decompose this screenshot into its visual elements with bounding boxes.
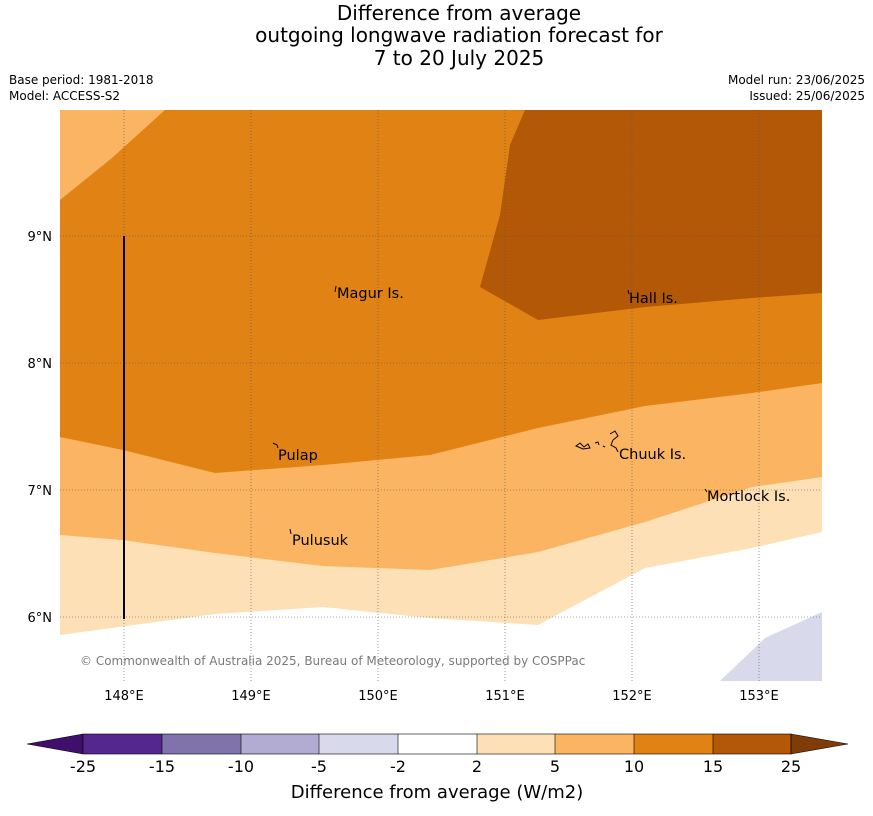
lon-tick-151: 151°E <box>485 689 525 704</box>
colorbar-tick-10: 25 <box>781 757 801 776</box>
lat-tick-7: 7°N <box>28 484 53 499</box>
colorbar-segment-6 <box>477 734 555 754</box>
colorbar-segment-5 <box>398 734 477 754</box>
lon-tick-150: 150°E <box>358 689 398 704</box>
colorbar-segment-8 <box>634 734 713 754</box>
place-label-hall: Hall Is. <box>629 291 678 307</box>
hall-island-shape <box>627 289 630 295</box>
place-label-pulap: Pulap <box>278 448 318 464</box>
chuuk-island-shape-4 <box>609 430 619 453</box>
pulap-island-shape <box>272 442 279 449</box>
lat-tick-8: 8°N <box>28 357 53 372</box>
colorbar-segment-9 <box>713 734 791 754</box>
colorbar-outline <box>82 733 792 755</box>
colorbar-tick-9: 15 <box>703 757 723 776</box>
colorbar-segment-2 <box>162 734 241 754</box>
colorbar-segment-3 <box>241 734 319 754</box>
lat-tick-9: 9°N <box>28 230 53 245</box>
colorbar-tick-2: -15 <box>149 757 175 776</box>
model-text: Model: ACCESS-S2 <box>9 89 121 103</box>
meta-left: Base period: 1981-2018 Model: ACCESS-S2 <box>9 72 154 104</box>
colorbar-extend-low <box>26 733 84 755</box>
colorbar-segment-4 <box>319 734 398 754</box>
colorbar-tick-6: 2 <box>472 757 482 776</box>
lon-tick-148: 148°E <box>104 689 144 704</box>
colorbar-tick-3: -10 <box>228 757 254 776</box>
place-label-chuuk: Chuuk Is. <box>619 447 686 463</box>
map-area: Magur Is. Hall Is. Pulap Chuuk Is. Mortl… <box>60 110 822 681</box>
base-period-text: Base period: 1981-2018 <box>9 73 154 87</box>
issued-text: Issued: 25/06/2025 <box>749 89 865 103</box>
place-label-mortlock: Mortlock Is. <box>707 489 790 505</box>
lat-tick-6: 6°N <box>28 611 53 626</box>
lon-tick-153: 153°E <box>739 689 779 704</box>
meta-right: Model run: 23/06/2025 Issued: 25/06/2025 <box>728 72 865 104</box>
colorbar-tick-7: 5 <box>550 757 560 776</box>
chuuk-island-shape-2 <box>594 441 600 446</box>
island-outlines <box>272 285 708 535</box>
colorbar-tick-4: -5 <box>311 757 327 776</box>
place-label-magur: Magur Is. <box>337 286 404 302</box>
chuuk-island-shape-1 <box>575 442 591 450</box>
colorbar-tick-8: 10 <box>624 757 644 776</box>
model-run-text: Model run: 23/06/2025 <box>727 73 865 87</box>
magur-island-shape <box>334 285 337 293</box>
lon-tick-149: 149°E <box>231 689 271 704</box>
copyright-text: © Commonwealth of Australia 2025, Bureau… <box>80 654 585 668</box>
band-15-to-25 <box>480 110 822 320</box>
colorbar-label: Difference from average (W/m2) <box>291 782 583 803</box>
place-label-pulusuk: Pulusuk <box>292 533 349 549</box>
lon-tick-152: 152°E <box>612 689 652 704</box>
title-line-1: Difference from average <box>336 1 582 25</box>
colorbar-segment-1 <box>83 734 162 754</box>
mortlock-island-shape <box>704 488 708 493</box>
colorbar-segment-7 <box>555 734 634 754</box>
pulusuk-island-shape <box>289 528 292 535</box>
title-line-3: 7 to 20 July 2025 <box>373 46 545 70</box>
title-line-2: outgoing longwave radiation forecast for <box>255 23 663 47</box>
chuuk-island-shape-3 <box>602 445 606 448</box>
colorbar-tick-5: -2 <box>390 757 406 776</box>
colorbar-extend-high <box>790 733 849 755</box>
band-minus-5-to-minus-2 <box>720 612 822 681</box>
colorbar: -25 -15 -10 -5 -2 2 5 10 15 25 Differenc… <box>26 733 849 803</box>
colorbar-tick-1: -25 <box>70 757 96 776</box>
